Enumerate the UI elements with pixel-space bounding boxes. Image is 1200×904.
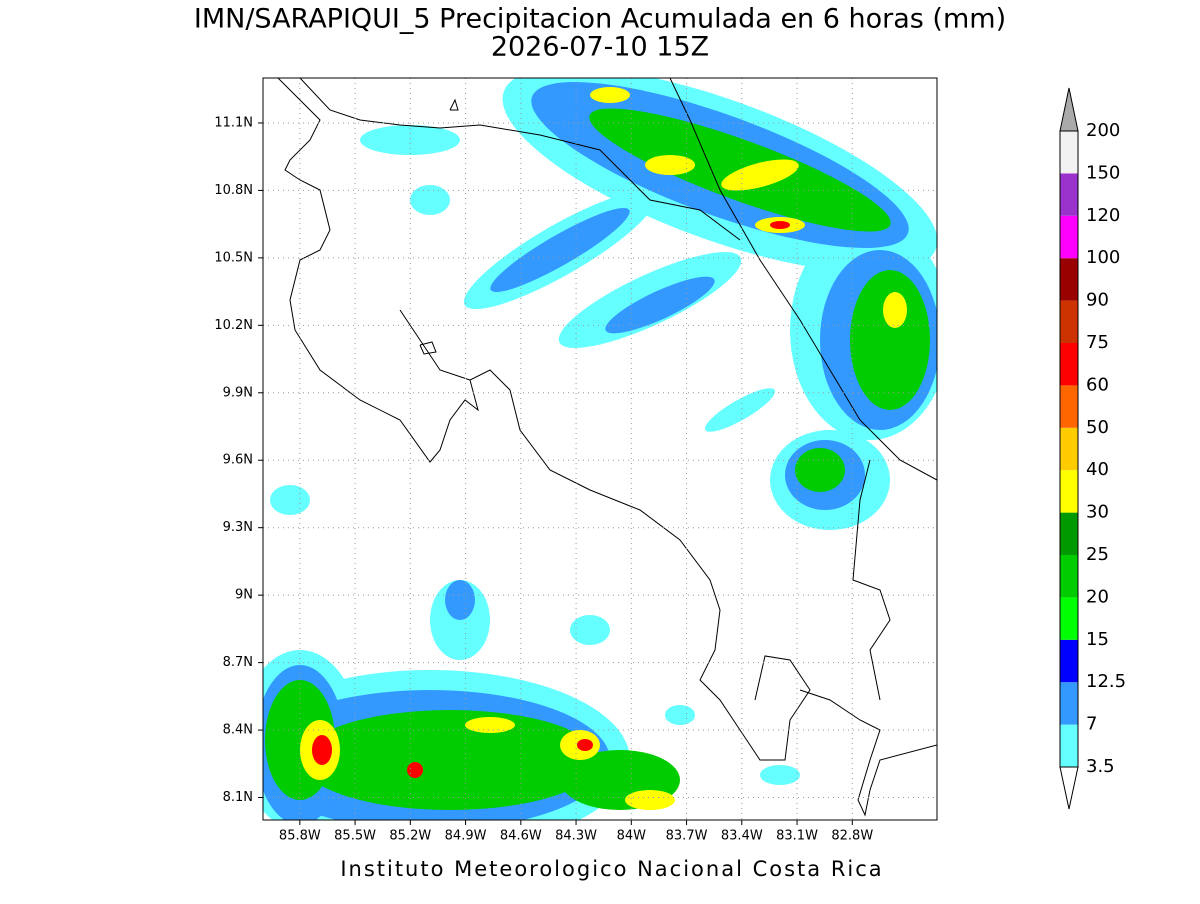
lat-label: 8.4N bbox=[223, 723, 253, 738]
colorbar-label: 60 bbox=[1086, 374, 1109, 395]
colorbar-label: 150 bbox=[1086, 162, 1120, 183]
lat-label: 8.1N bbox=[223, 790, 253, 805]
lat-label: 9.9N bbox=[223, 385, 253, 400]
colorbar-segment bbox=[1060, 427, 1078, 471]
colorbar-segment bbox=[1060, 215, 1078, 259]
colorbar-segment bbox=[1060, 597, 1078, 640]
lon-label: 85.2W bbox=[389, 829, 431, 844]
colorbar-label: 20 bbox=[1086, 586, 1109, 607]
colorbar-under bbox=[1059, 766, 1079, 810]
lon-label: 83.1W bbox=[776, 829, 818, 844]
colorbar-segment bbox=[1060, 555, 1078, 598]
lon-label: 84.9W bbox=[445, 829, 487, 844]
lat-label: 10.2N bbox=[214, 318, 253, 333]
colorbar-label: 12.5 bbox=[1086, 671, 1126, 692]
colorbar-label: 25 bbox=[1086, 544, 1109, 565]
colorbar-segment bbox=[1060, 470, 1078, 513]
colorbar-label: 200 bbox=[1086, 120, 1120, 141]
colorbar-label: 120 bbox=[1086, 205, 1120, 226]
colorbar-segment bbox=[1060, 131, 1078, 174]
precipitation-field bbox=[263, 78, 937, 820]
lat-label: 11.1N bbox=[214, 115, 253, 130]
colorbar-segment bbox=[1060, 639, 1078, 683]
lon-label: 82.8W bbox=[831, 829, 873, 844]
lat-label: 10.8N bbox=[214, 183, 253, 198]
lon-label: 84W bbox=[617, 829, 647, 844]
colorbar-segment bbox=[1060, 512, 1078, 555]
colorbar-over bbox=[1059, 87, 1079, 132]
lon-label: 85.8W bbox=[279, 829, 321, 844]
colorbar-segment bbox=[1060, 682, 1078, 725]
colorbar-label: 7 bbox=[1086, 714, 1097, 735]
subtitle: 2026-07-10 15Z bbox=[491, 32, 709, 63]
lon-label: 83.7W bbox=[666, 829, 708, 844]
lon-label: 84.3W bbox=[555, 829, 597, 844]
colorbar-label: 75 bbox=[1086, 332, 1109, 353]
colorbar-segment bbox=[1060, 300, 1078, 343]
lon-label: 84.6W bbox=[500, 829, 542, 844]
colorbar-label: 15 bbox=[1086, 629, 1109, 650]
colorbar-label: 3.5 bbox=[1086, 756, 1115, 777]
coastline bbox=[277, 78, 937, 817]
colorbar-label: 50 bbox=[1086, 417, 1109, 438]
lat-label: 10.5N bbox=[214, 250, 253, 265]
colorbar-segment bbox=[1060, 724, 1078, 767]
footer: Instituto Meteorologico Nacional Costa R… bbox=[340, 857, 883, 881]
colorbar-segment bbox=[1060, 173, 1078, 216]
lon-label: 83.4W bbox=[721, 829, 763, 844]
title: IMN/SARAPIQUI_5 Precipitacion Acumulada … bbox=[194, 4, 1006, 35]
colorbar-segment bbox=[1060, 258, 1078, 301]
colorbar-label: 30 bbox=[1086, 502, 1109, 523]
lat-label: 8.7N bbox=[223, 655, 253, 670]
colorbar-segment bbox=[1060, 343, 1078, 386]
colorbar-label: 40 bbox=[1086, 459, 1109, 480]
lon-label: 85.5W bbox=[334, 829, 376, 844]
lat-label: 9.3N bbox=[223, 520, 253, 535]
colorbar-label: 100 bbox=[1086, 247, 1120, 268]
colorbar-segment bbox=[1060, 385, 1078, 428]
map-frame bbox=[262, 77, 938, 821]
lat-label: 9N bbox=[235, 588, 253, 603]
colorbar-label: 90 bbox=[1086, 290, 1109, 311]
lat-label: 9.6N bbox=[223, 453, 253, 468]
